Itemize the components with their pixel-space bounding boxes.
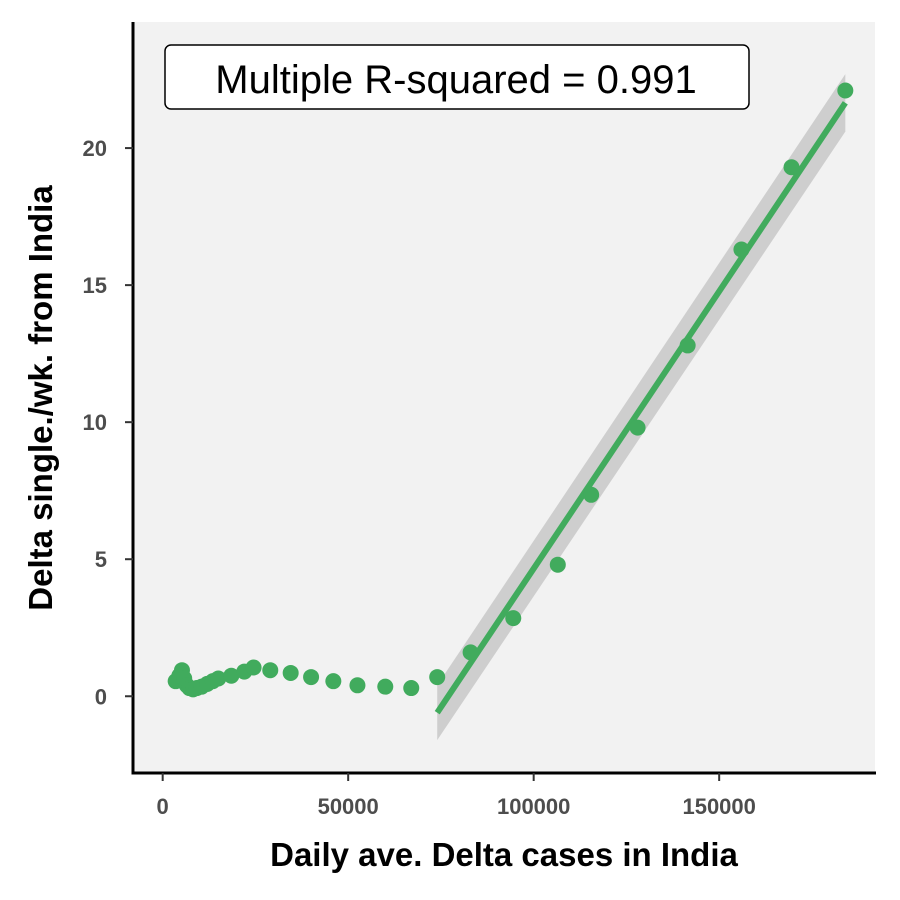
data-point (837, 82, 854, 99)
y-tick-label: 10 (83, 410, 107, 435)
x-axis-title: Daily ave. Delta cases in India (270, 836, 738, 873)
data-point (349, 677, 366, 694)
data-point (223, 667, 240, 684)
x-tick-label: 50000 (318, 794, 379, 819)
data-point (429, 669, 446, 686)
annotation-text: Multiple R-squared = 0.991 (215, 58, 696, 102)
y-tick-label: 20 (83, 136, 107, 161)
x-tick-label: 0 (157, 794, 169, 819)
data-point (733, 241, 750, 258)
y-axis-title: Delta single./wk. from India (22, 185, 59, 611)
data-point (462, 644, 479, 661)
data-point (549, 556, 566, 573)
fit-line-layer (434, 101, 848, 715)
data-point (679, 337, 696, 354)
data-point (377, 678, 394, 695)
y-tick-label: 5 (95, 547, 107, 572)
y-ticks: 0 5 10 15 20 (83, 136, 133, 709)
x-ticks: 0 50000 100000 150000 (157, 773, 756, 819)
data-point (303, 669, 320, 686)
data-point (403, 680, 420, 697)
y-tick-label: 0 (95, 684, 107, 709)
annotation-box (164, 44, 750, 110)
data-point (583, 486, 600, 503)
x-tick-label: 100000 (497, 794, 570, 819)
data-point (783, 159, 800, 176)
data-point (325, 673, 342, 690)
data-point (262, 662, 279, 679)
data-point (505, 610, 522, 627)
fit-line (434, 101, 848, 715)
data-point (245, 659, 262, 676)
data-point (629, 419, 646, 436)
plot-panel (133, 22, 875, 773)
points-layer (167, 82, 854, 698)
data-point (282, 664, 299, 681)
r-squared-annotation: Multiple R-squared = 0.991 (164, 44, 750, 110)
y-tick-label: 15 (83, 273, 107, 298)
data-point (210, 670, 227, 687)
x-tick-label: 150000 (682, 794, 755, 819)
